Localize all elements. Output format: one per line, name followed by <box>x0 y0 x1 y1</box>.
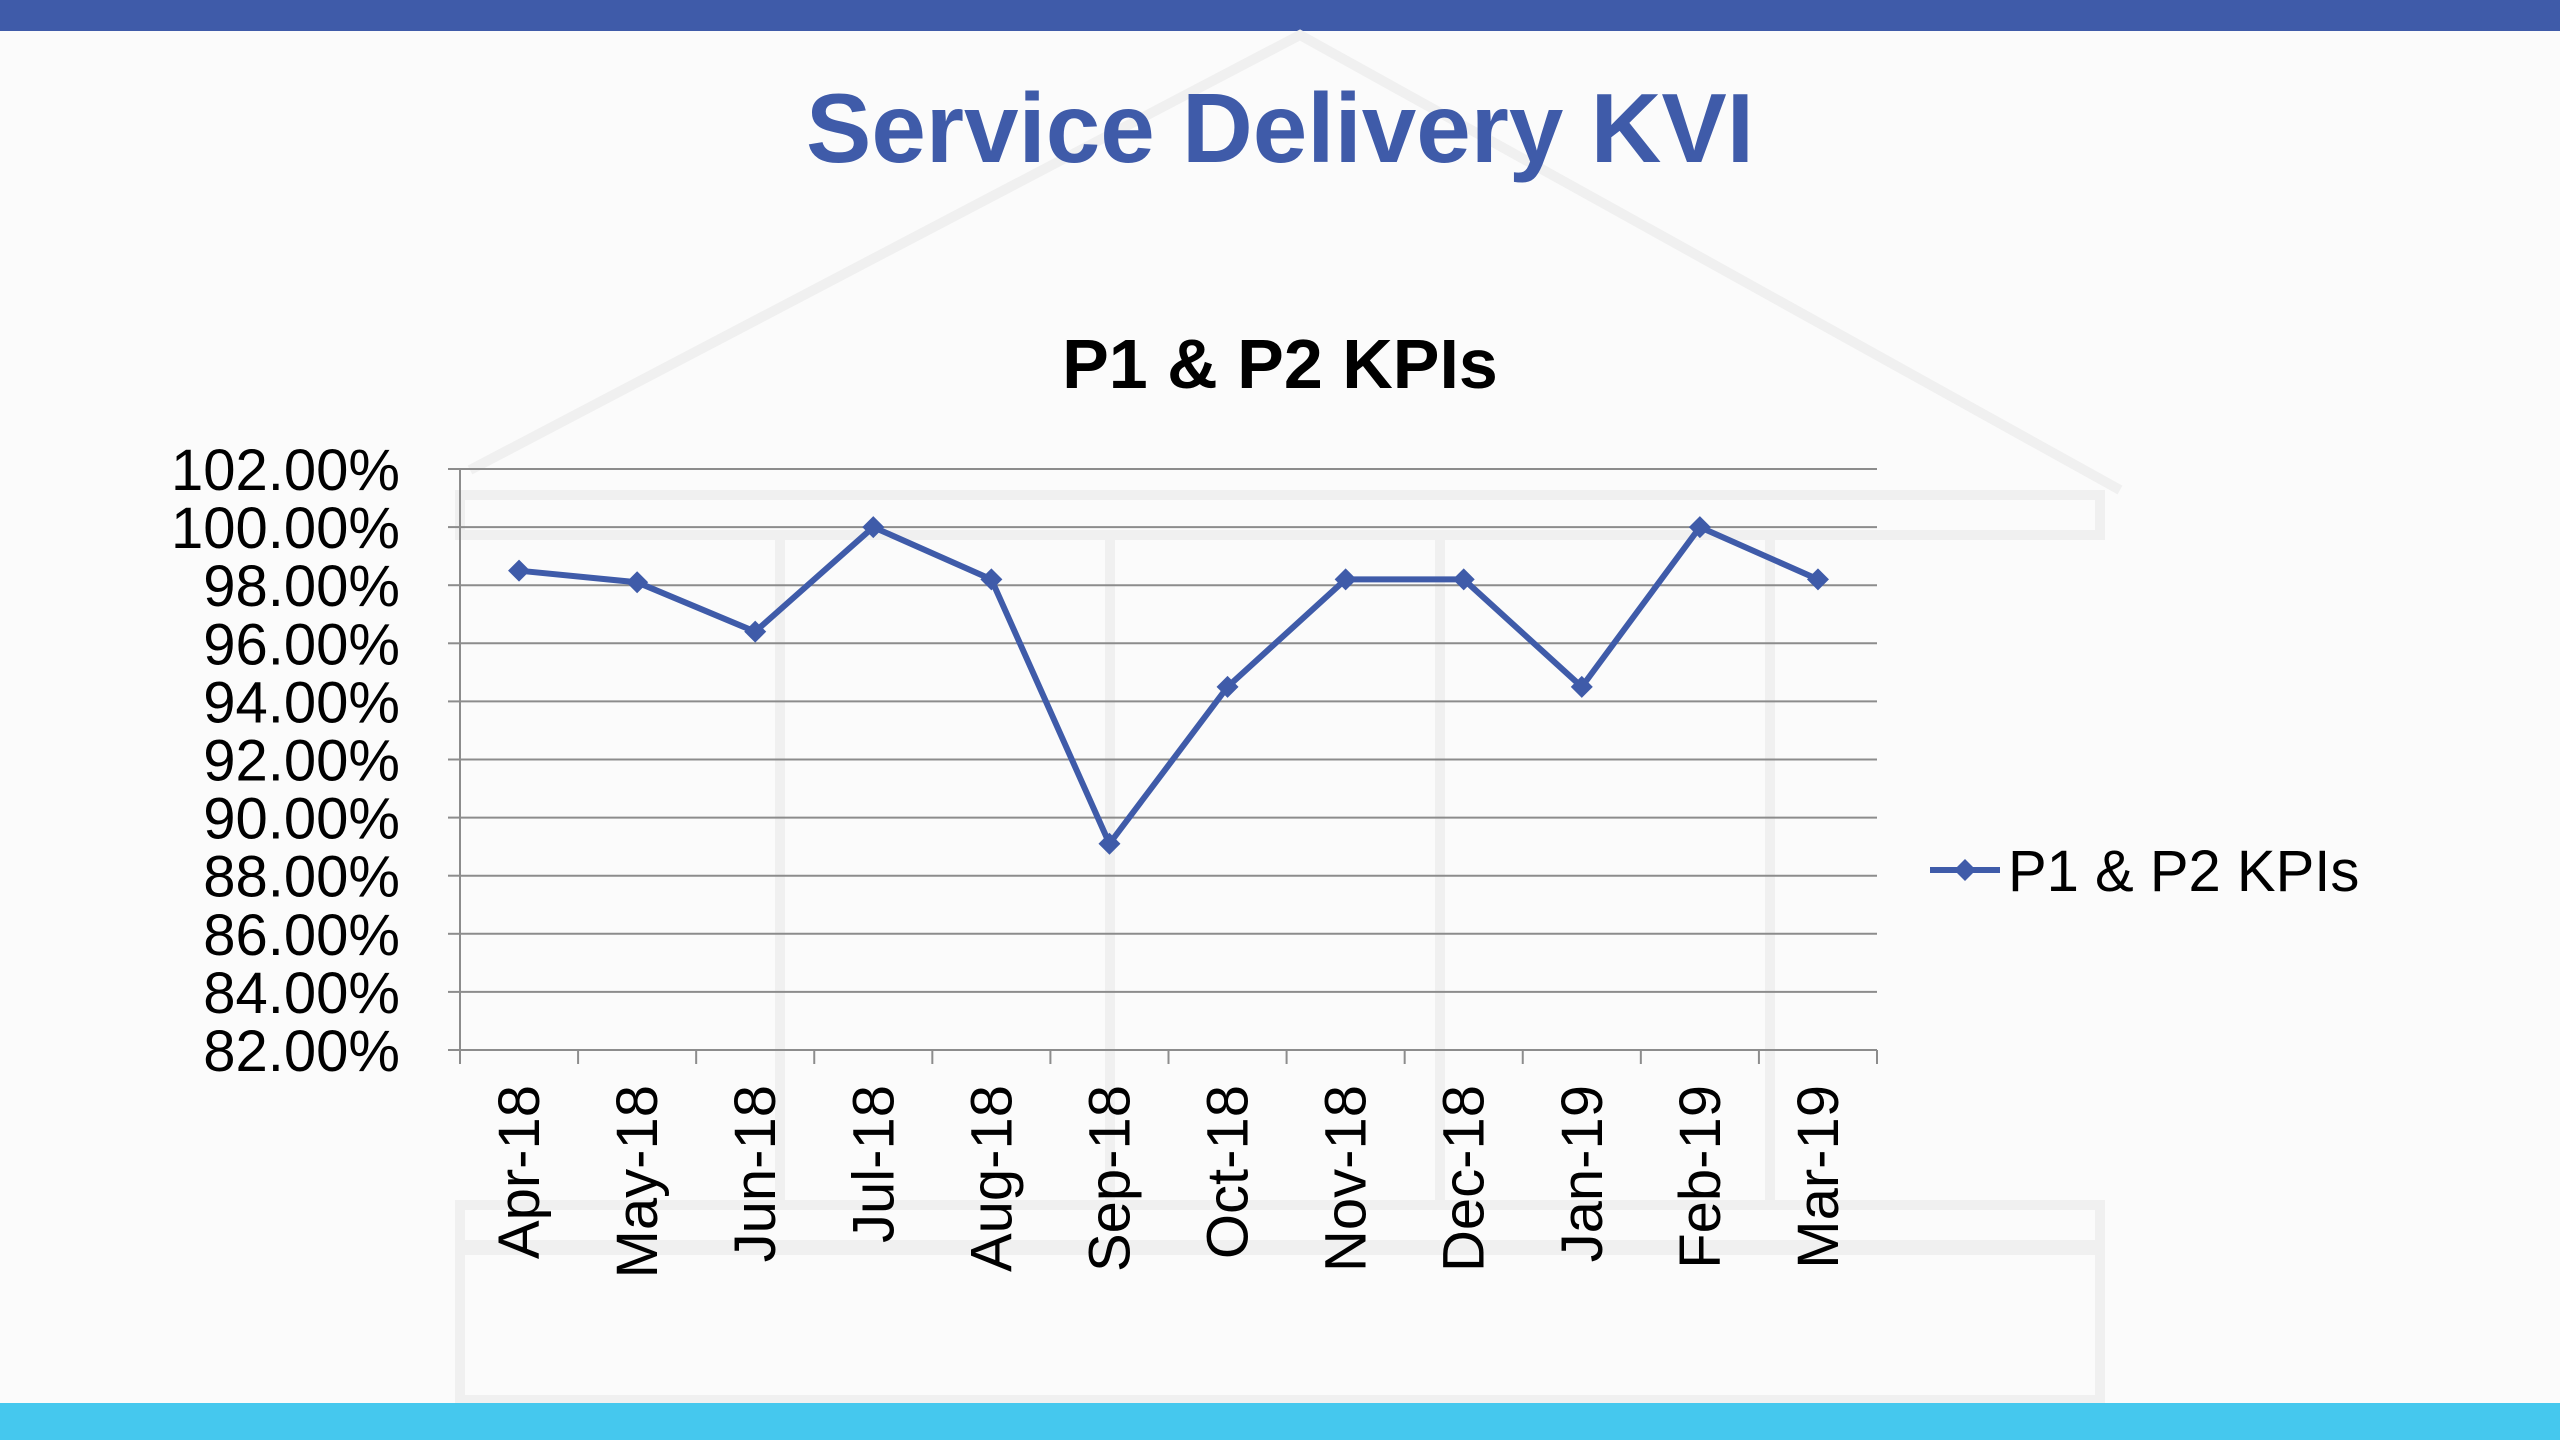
x-tick-label: Dec-18 <box>1432 1085 1497 1272</box>
axes <box>459 469 1878 1064</box>
x-axis-tick-labels: Apr-18 May-18 Jun-18 Jul-18 Aug-18 Sep-18 Oct-… <box>487 1085 1851 1278</box>
y-tick-label: 82.00% <box>203 1019 400 1084</box>
series-line <box>518 524 1820 847</box>
y-tick-label: 100.00% <box>171 496 400 561</box>
y-tick-label: 86.00% <box>203 903 400 968</box>
x-tick-label: Aug-18 <box>959 1085 1024 1272</box>
y-axis-tick-labels: 82.00%84.00%86.00%88.00%90.00%92.00%94.0… <box>171 438 400 1084</box>
x-tick-label: Feb-19 <box>1668 1085 1733 1269</box>
y-tick-label: 102.00% <box>171 438 400 503</box>
data-point-marker <box>744 620 767 643</box>
slide-title: Service Delivery KVI <box>806 73 1754 183</box>
data-point-marker <box>1570 675 1593 698</box>
x-tick-label: Jan-19 <box>1550 1085 1615 1262</box>
data-point-marker <box>1452 568 1475 591</box>
x-tick-label: Apr-18 <box>487 1085 552 1259</box>
top-accent-bar <box>0 0 2560 31</box>
y-tick-label: 90.00% <box>203 787 400 852</box>
x-tick-label: Jul-18 <box>841 1085 906 1243</box>
data-point-marker <box>1806 568 1829 591</box>
data-point-marker <box>980 568 1003 591</box>
y-tick-label: 92.00% <box>203 729 400 794</box>
y-tick-label: 96.00% <box>203 612 400 677</box>
chart-title: P1 & P2 KPIs <box>1062 325 1498 403</box>
data-point-marker <box>1334 568 1357 591</box>
x-tick-label: Sep-18 <box>1077 1085 1142 1272</box>
series-group <box>508 516 1829 855</box>
x-tick-label: Mar-19 <box>1786 1085 1851 1269</box>
bottom-accent-bar <box>0 1403 2560 1440</box>
x-tick-label: May-18 <box>605 1085 670 1278</box>
data-point-marker <box>1098 832 1121 855</box>
y-tick-label: 98.00% <box>203 554 400 619</box>
x-tick-label: Nov-18 <box>1314 1085 1379 1272</box>
gridlines <box>448 468 1877 1051</box>
data-point-marker <box>508 559 531 582</box>
data-point-marker <box>1688 516 1711 539</box>
y-tick-label: 88.00% <box>203 845 400 910</box>
x-tick-label: Jun-18 <box>723 1085 788 1262</box>
y-tick-label: 94.00% <box>203 670 400 735</box>
data-point-marker <box>862 516 885 539</box>
data-point-marker <box>1216 675 1239 698</box>
legend: P1 & P2 KPIs <box>1930 839 2359 904</box>
data-point-marker <box>626 571 649 594</box>
y-tick-label: 84.00% <box>203 961 400 1026</box>
x-tick-label: Oct-18 <box>1196 1085 1261 1259</box>
legend-marker <box>1954 859 1976 881</box>
legend-label: P1 & P2 KPIs <box>2008 839 2359 904</box>
